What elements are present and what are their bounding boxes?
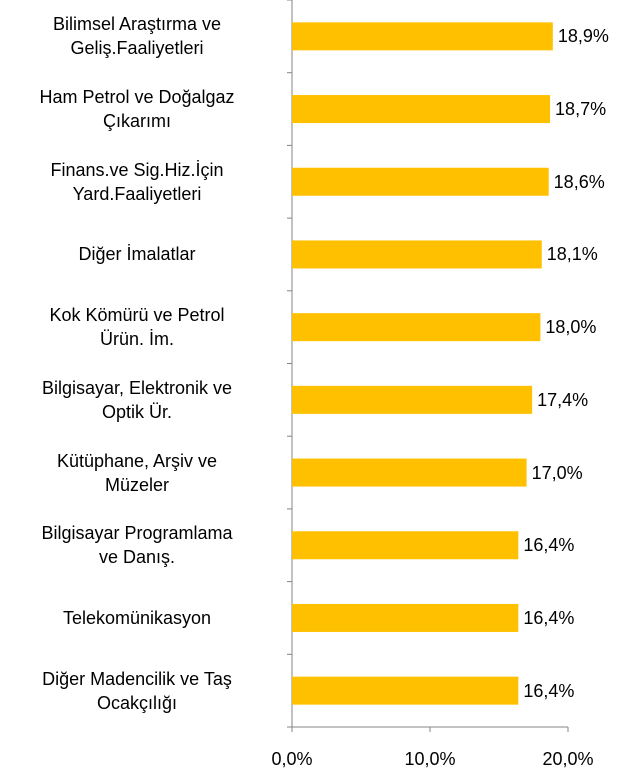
category-label: Kok Kömürü ve Petrol Ürün. İm. bbox=[49, 305, 225, 350]
x-tick-label: 20,0% bbox=[542, 749, 594, 769]
bar bbox=[292, 313, 541, 342]
value-label: 16,4% bbox=[523, 535, 575, 556]
bar bbox=[292, 458, 527, 487]
value-label: 17,4% bbox=[537, 389, 589, 410]
bar bbox=[292, 603, 519, 632]
category-label: Bilgisayar, Elektronik ve Optik Ür. bbox=[41, 377, 233, 422]
bar bbox=[292, 531, 519, 560]
value-label: 17,0% bbox=[531, 462, 583, 483]
category-label: Bilgisayar Programlama ve Danış. bbox=[41, 523, 233, 568]
value-label: 16,4% bbox=[523, 607, 575, 628]
category-label: Finans.ve Sig.Hiz.İçin Yard.Faaliyetleri bbox=[50, 159, 224, 204]
x-tick-label: 10,0% bbox=[404, 749, 456, 769]
value-label: 18,7% bbox=[555, 99, 607, 120]
category-label: Telekomünikasyon bbox=[62, 607, 212, 628]
bar bbox=[292, 22, 553, 51]
bar bbox=[292, 95, 551, 124]
value-label: 18,6% bbox=[553, 171, 605, 192]
x-tick-label: 0,0% bbox=[271, 749, 313, 769]
value-label: 16,4% bbox=[523, 680, 575, 701]
value-label: 18,9% bbox=[557, 26, 609, 47]
bar bbox=[292, 240, 542, 269]
category-label: Kütüphane, Arşiv ve Müzeler bbox=[56, 450, 218, 495]
value-label: 18,1% bbox=[546, 244, 598, 265]
category-label: Diğer İmalatlar bbox=[78, 244, 196, 265]
bar bbox=[292, 167, 549, 196]
category-label: Ham Petrol ve Doğalgaz Çıkarımı bbox=[39, 87, 235, 132]
category-label: Diğer Madencilik ve Taş Ocakçılığı bbox=[42, 668, 232, 713]
bar bbox=[292, 676, 519, 705]
bar bbox=[292, 385, 533, 414]
value-label: 18,0% bbox=[545, 317, 597, 338]
category-label: Bilimsel Araştırma ve Geliş.Faaliyetleri bbox=[52, 14, 222, 59]
